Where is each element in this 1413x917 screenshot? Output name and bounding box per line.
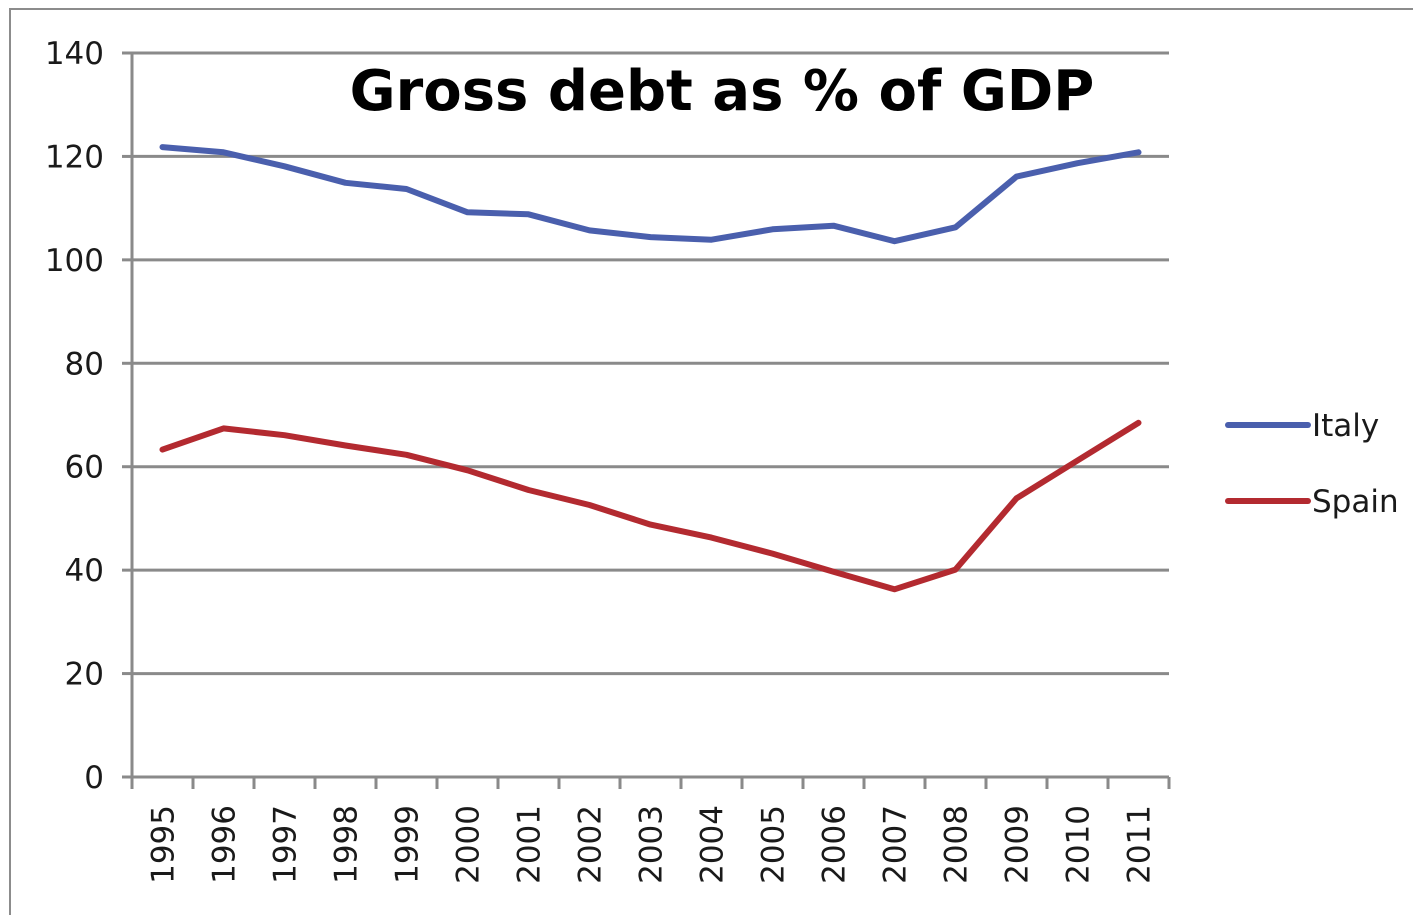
x-tick-label: 1995 — [146, 805, 182, 884]
x-tick-label: 2010 — [1061, 805, 1097, 884]
line-chart: 0 20 40 60 80 100 120 140 1995 1996 1997 1998 1999 20… — [45, 36, 1399, 884]
x-tick-label: 2000 — [451, 805, 487, 884]
y-tick-label: 60 — [65, 450, 104, 486]
y-tick-label: 40 — [65, 553, 104, 589]
x-tick-label: 2006 — [817, 805, 853, 884]
x-tick-label: 1996 — [207, 805, 243, 884]
y-tick-label: 100 — [45, 243, 104, 279]
x-tick-label: 2008 — [939, 805, 975, 884]
series-line-spain — [159, 419, 1142, 593]
x-tick-label: 2005 — [756, 805, 792, 884]
legend: Italy Spain — [1225, 408, 1399, 520]
gridlines — [132, 51, 1169, 676]
y-tick-label: 20 — [65, 657, 104, 693]
x-tick-label: 1998 — [329, 805, 365, 884]
x-tick-label: 1999 — [390, 805, 426, 884]
x-tick-label: 2011 — [1122, 805, 1158, 884]
legend-label-italy: Italy — [1312, 408, 1379, 444]
y-tick-label: 120 — [45, 139, 104, 175]
x-tick-label: 2004 — [695, 805, 731, 884]
chart-title: Gross debt as % of GDP — [350, 59, 1095, 124]
y-tick-label: 0 — [84, 760, 104, 796]
chart-frame: 0 20 40 60 80 100 120 140 1995 1996 1997 1998 1999 20… — [9, 8, 1413, 915]
x-tick-label: 2002 — [573, 805, 609, 884]
series-line-italy — [159, 144, 1142, 245]
x-tick-label: 2001 — [512, 805, 548, 884]
y-tick-label: 140 — [45, 36, 104, 72]
x-tick-label: 2007 — [878, 805, 914, 884]
x-tick-label: 1997 — [268, 805, 304, 884]
axes: 0 20 40 60 80 100 120 140 1995 1996 1997 1998 1999 20… — [45, 36, 1171, 884]
legend-label-spain: Spain — [1312, 484, 1399, 520]
x-tick-label: 2009 — [1000, 805, 1036, 884]
series-lines — [159, 144, 1142, 593]
x-tick-label: 2003 — [634, 805, 670, 884]
y-tick-label: 80 — [65, 346, 104, 382]
